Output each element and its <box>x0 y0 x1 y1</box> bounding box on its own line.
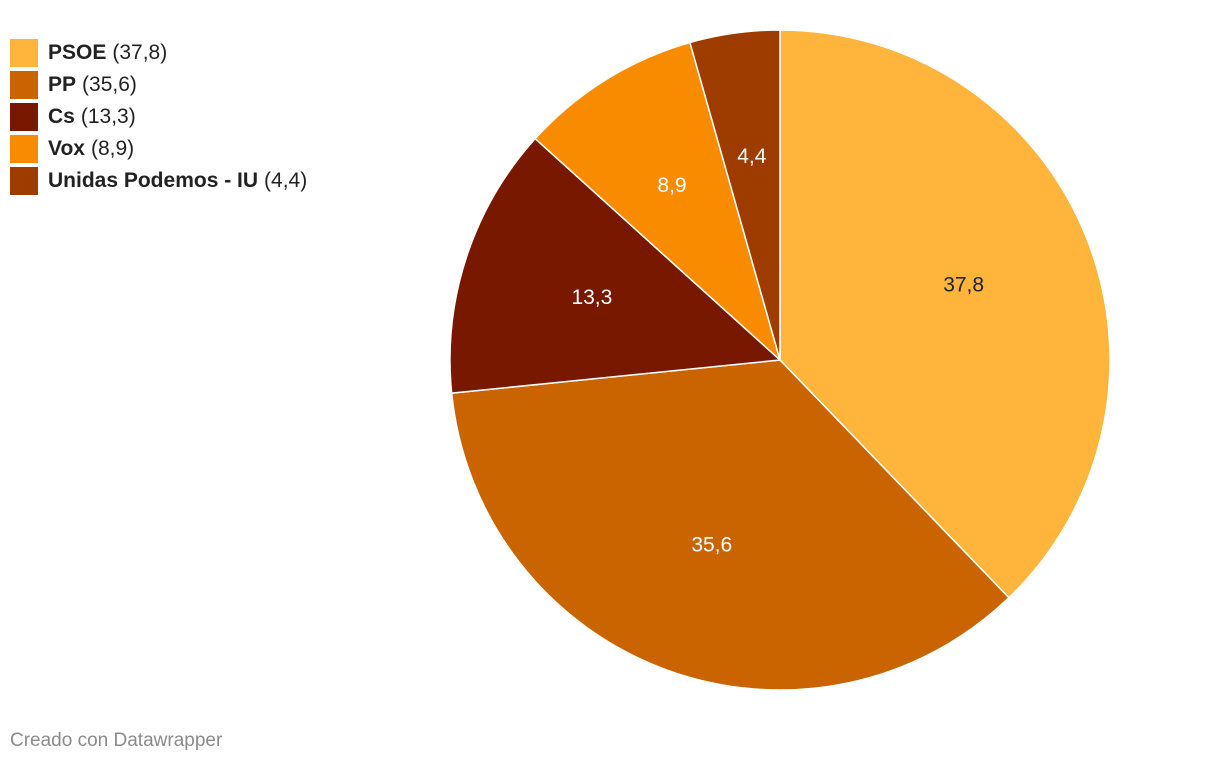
legend-value: (35,6) <box>82 73 137 96</box>
legend-item-unidas-podemos-iu: Unidas Podemos - IU (4,4) <box>10 165 307 197</box>
legend-item-vox: Vox (8,9) <box>10 133 307 165</box>
pie-slice-psoe <box>779 29 1111 599</box>
legend-value: (13,3) <box>80 105 136 128</box>
legend-swatch <box>10 135 38 163</box>
slice-value-label: 37,8 <box>943 274 984 297</box>
pie-slices <box>449 29 1111 691</box>
datawrapper-credit: Creado con Datawrapper <box>10 730 223 751</box>
pie-slice-pp <box>450 359 1010 691</box>
legend-value: (37,8) <box>112 41 168 64</box>
pie-slice-cs <box>449 137 782 394</box>
slice-value-label: 8,9 <box>657 174 686 197</box>
legend-swatch <box>10 167 38 195</box>
legend-label: PP <box>48 73 77 96</box>
legend-label: PSOE <box>48 41 107 64</box>
chart-legend: PSOE (37,8) PP (35,6) Cs (13,3) Vox (8,9… <box>10 37 307 197</box>
slice-value-label: 13,3 <box>571 286 612 309</box>
slice-value-label: 35,6 <box>691 533 732 556</box>
legend-value: (8,9) <box>90 137 135 160</box>
legend-value: (4,4) <box>264 169 308 192</box>
pie-slice-vox <box>534 41 782 363</box>
legend-item-pp: PP (35,6) <box>10 69 307 101</box>
legend-item-psoe: PSOE (37,8) <box>10 37 307 69</box>
slice-labels: 37,8 35,6 13,3 8,9 4,4 <box>571 145 984 557</box>
legend-swatch <box>10 103 38 131</box>
legend-swatch <box>10 71 38 99</box>
legend-item-cs: Cs (13,3) <box>10 101 307 133</box>
legend-label: Unidas Podemos - IU <box>48 169 259 192</box>
pie-slice-unidas-podemos-iu <box>688 29 781 361</box>
slice-value-label: 4,4 <box>737 145 767 168</box>
legend-label: Vox <box>48 137 85 160</box>
legend-swatch <box>10 39 38 67</box>
legend-label: Cs <box>48 105 75 128</box>
